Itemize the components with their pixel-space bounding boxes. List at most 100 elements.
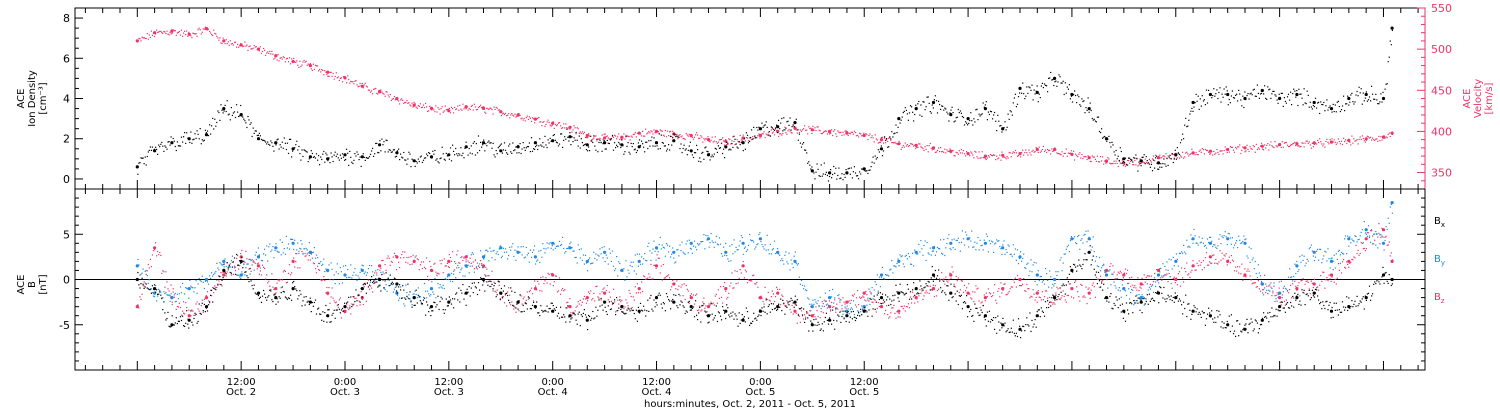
data-point xyxy=(408,256,410,258)
data-point xyxy=(903,110,905,112)
data-point xyxy=(970,297,972,299)
data-point xyxy=(839,177,841,180)
data-point xyxy=(201,31,203,33)
data-point xyxy=(518,251,520,254)
data-point xyxy=(843,301,845,303)
data-point xyxy=(1303,292,1305,294)
data-point xyxy=(162,32,164,34)
data-point xyxy=(139,38,141,40)
data-point xyxy=(510,249,512,251)
data-point xyxy=(1067,88,1069,90)
data-point xyxy=(1384,88,1386,90)
anchor-point xyxy=(1329,273,1334,277)
data-point xyxy=(161,272,163,274)
data-point xyxy=(486,249,488,251)
data-point xyxy=(724,157,726,159)
data-point xyxy=(778,119,780,121)
data-point xyxy=(1064,82,1066,84)
data-point xyxy=(749,279,751,281)
data-point xyxy=(716,243,718,245)
data-point xyxy=(892,307,894,309)
data-point xyxy=(685,284,687,287)
data-point xyxy=(1163,155,1165,157)
data-point xyxy=(423,106,426,109)
data-point xyxy=(387,255,389,257)
data-point xyxy=(407,297,409,299)
data-point xyxy=(1165,269,1167,271)
data-point xyxy=(1312,146,1314,148)
data-point xyxy=(444,159,446,161)
data-point xyxy=(404,159,406,161)
data-point xyxy=(621,269,623,272)
data-point xyxy=(647,132,649,134)
data-point xyxy=(240,253,242,255)
data-point xyxy=(221,285,223,287)
data-point xyxy=(608,142,610,145)
data-point xyxy=(333,78,335,80)
data-point xyxy=(373,88,375,90)
data-point xyxy=(329,162,331,164)
data-point xyxy=(884,313,886,315)
data-point xyxy=(265,278,267,280)
data-point xyxy=(1277,145,1279,147)
data-point xyxy=(563,123,565,125)
anchor-point xyxy=(1001,287,1005,291)
data-point xyxy=(839,132,841,134)
data-point xyxy=(356,279,358,282)
data-point xyxy=(384,95,386,97)
data-point xyxy=(624,138,626,140)
data-point xyxy=(444,265,446,267)
data-point xyxy=(1171,287,1173,289)
data-point xyxy=(398,100,400,102)
data-point xyxy=(755,246,757,248)
anchor-point xyxy=(1053,76,1057,80)
data-point xyxy=(792,124,794,126)
data-point xyxy=(1006,294,1008,296)
data-point xyxy=(1319,138,1321,140)
data-point xyxy=(1115,149,1117,152)
data-point xyxy=(485,249,487,251)
data-point xyxy=(227,114,229,116)
data-point xyxy=(389,94,391,96)
data-point xyxy=(390,99,392,101)
data-point xyxy=(1354,101,1356,103)
data-point xyxy=(789,308,791,311)
data-point xyxy=(565,307,567,309)
data-point xyxy=(1123,164,1125,166)
data-point xyxy=(596,138,598,140)
data-point xyxy=(720,296,723,298)
data-point xyxy=(745,271,747,273)
data-point xyxy=(1372,93,1374,95)
data-point xyxy=(496,251,498,253)
data-point xyxy=(240,43,242,45)
data-point xyxy=(978,113,980,115)
data-point xyxy=(185,142,187,144)
data-point xyxy=(456,108,458,110)
data-point xyxy=(286,57,288,59)
data-point xyxy=(332,279,334,281)
data-point xyxy=(1150,163,1152,165)
data-point xyxy=(820,308,822,310)
data-point xyxy=(1107,270,1109,272)
data-point xyxy=(484,254,486,256)
data-point xyxy=(164,293,166,295)
data-point xyxy=(1042,145,1044,147)
data-point xyxy=(137,40,139,42)
data-point xyxy=(180,314,183,316)
data-point xyxy=(765,297,767,300)
data-point xyxy=(868,169,870,171)
data-point xyxy=(828,133,831,135)
data-point xyxy=(337,157,339,159)
data-point xyxy=(1122,161,1124,163)
data-point xyxy=(499,110,501,112)
data-point xyxy=(1007,113,1009,115)
anchor-point xyxy=(170,296,174,300)
data-point xyxy=(624,306,626,308)
data-point xyxy=(1215,258,1217,260)
data-point xyxy=(711,154,713,156)
data-point xyxy=(1087,155,1089,157)
data-point xyxy=(313,263,315,265)
data-point xyxy=(403,257,405,259)
data-point xyxy=(692,138,695,140)
data-point xyxy=(803,142,805,144)
